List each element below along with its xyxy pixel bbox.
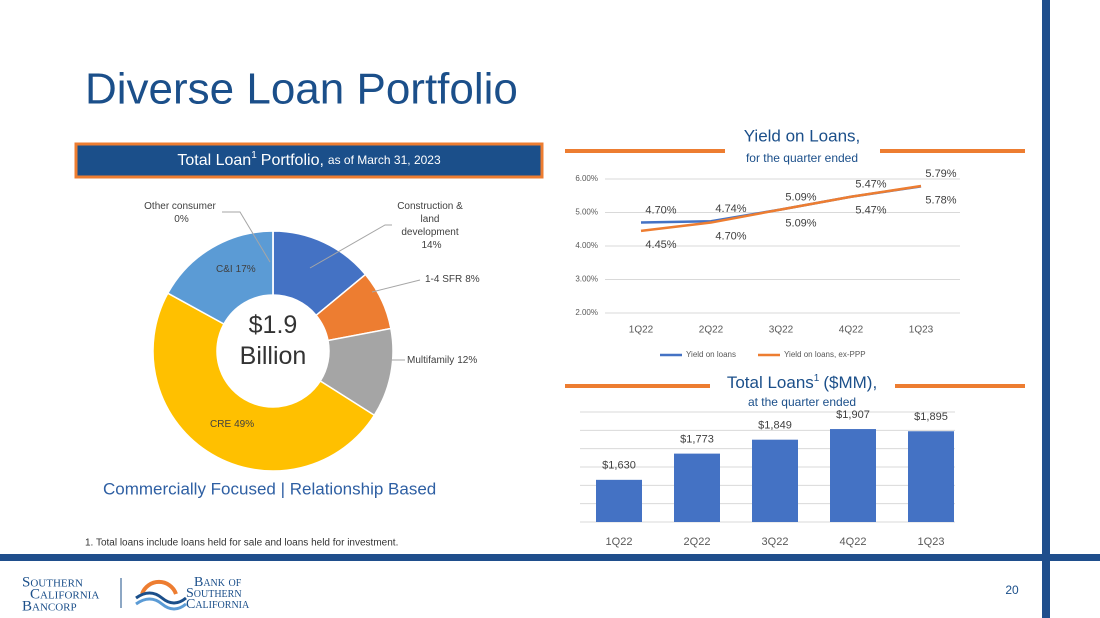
logo-right: Bank of Southern California — [186, 575, 250, 612]
bar — [830, 429, 876, 522]
title-note: 1 — [251, 150, 257, 161]
slide-title: Diverse Loan Portfolio — [85, 65, 518, 114]
title-text: Total Loan — [177, 152, 251, 169]
data-label: $1,907 — [836, 409, 870, 421]
x-tick-label: 3Q22 — [762, 536, 789, 548]
data-label: 4.70% — [715, 230, 746, 242]
data-label: 5.09% — [785, 191, 816, 203]
y-tick-label: 3.00% — [575, 275, 598, 284]
data-label: 4.74% — [715, 203, 746, 215]
leader-line — [222, 211, 271, 263]
data-label: 5.09% — [785, 217, 816, 229]
data-label: 4.45% — [645, 239, 676, 251]
data-label: $1,849 — [758, 420, 792, 432]
pie-title-box — [74, 142, 544, 179]
tagline: Commercially Focused | Relationship Base… — [103, 479, 436, 498]
data-label: 5.47% — [855, 179, 886, 191]
x-tick-label: 4Q22 — [840, 536, 867, 548]
pie-slice — [166, 230, 274, 326]
footer-bar — [0, 554, 1100, 561]
data-label: 5.79% — [925, 168, 956, 180]
x-tick-label: 2Q22 — [699, 325, 724, 336]
x-tick-label: 1Q23 — [909, 325, 934, 336]
series-line — [640, 184, 922, 233]
pie-title: Total Loan1 Portfolio, as of March 31, 202… — [177, 150, 441, 170]
bar-title: Total Loans1 ($MM), — [727, 373, 877, 393]
x-tick-label: 1Q22 — [629, 325, 654, 336]
bar — [596, 479, 642, 522]
data-label: 5.47% — [855, 205, 886, 217]
y-tick-label: 5.00% — [575, 208, 598, 217]
bar — [752, 439, 798, 522]
title-note: 1 — [814, 373, 820, 384]
y-tick-label: 4.00% — [575, 241, 598, 250]
page-number: 20 — [1005, 583, 1019, 597]
footnote: 1. Total loans include loans held for sa… — [85, 538, 398, 549]
data-label: 4.70% — [645, 204, 676, 216]
logo-left: Southern California Bancorp — [22, 574, 99, 614]
data-label: 5.78% — [925, 194, 956, 206]
x-tick-label: 2Q22 — [684, 536, 711, 548]
data-label: $1,773 — [680, 434, 714, 446]
line-subtitle: for the quarter ended — [746, 151, 858, 165]
logo-text: Bancorp — [22, 598, 77, 614]
title-text: Portfolio, — [261, 152, 324, 169]
x-tick-label: 1Q22 — [606, 536, 633, 548]
title-subtitle: as of March 31, 2023 — [328, 153, 441, 167]
bar — [674, 453, 720, 522]
bar — [908, 431, 954, 522]
logo-text: California — [186, 597, 250, 612]
legend-label: Yield on loans, ex-PPP — [784, 350, 866, 359]
leader-line — [309, 224, 392, 269]
bar-subtitle: at the quarter ended — [748, 395, 856, 409]
x-tick-label: 1Q23 — [918, 536, 945, 548]
y-tick-label: 6.00% — [575, 174, 598, 183]
pie-slice — [152, 292, 376, 472]
logo-text: Southern — [22, 574, 83, 590]
x-tick-label: 4Q22 — [839, 325, 864, 336]
logo-icon — [135, 579, 187, 611]
line-title: Yield on Loans, — [744, 126, 861, 145]
title-text: ($MM), — [823, 373, 877, 392]
logo-text: Bank of — [194, 575, 242, 590]
legend-label: Yield on loans — [686, 350, 736, 359]
data-label: $1,630 — [602, 460, 636, 472]
title-text: Total Loans — [727, 373, 814, 392]
side-bar — [1042, 0, 1050, 618]
data-label: $1,895 — [914, 411, 948, 423]
logo-text: Southern — [186, 586, 242, 601]
leader-line — [371, 279, 421, 293]
x-tick-label: 3Q22 — [769, 325, 794, 336]
logo-text: California — [30, 586, 99, 602]
y-tick-label: 2.00% — [575, 308, 598, 317]
